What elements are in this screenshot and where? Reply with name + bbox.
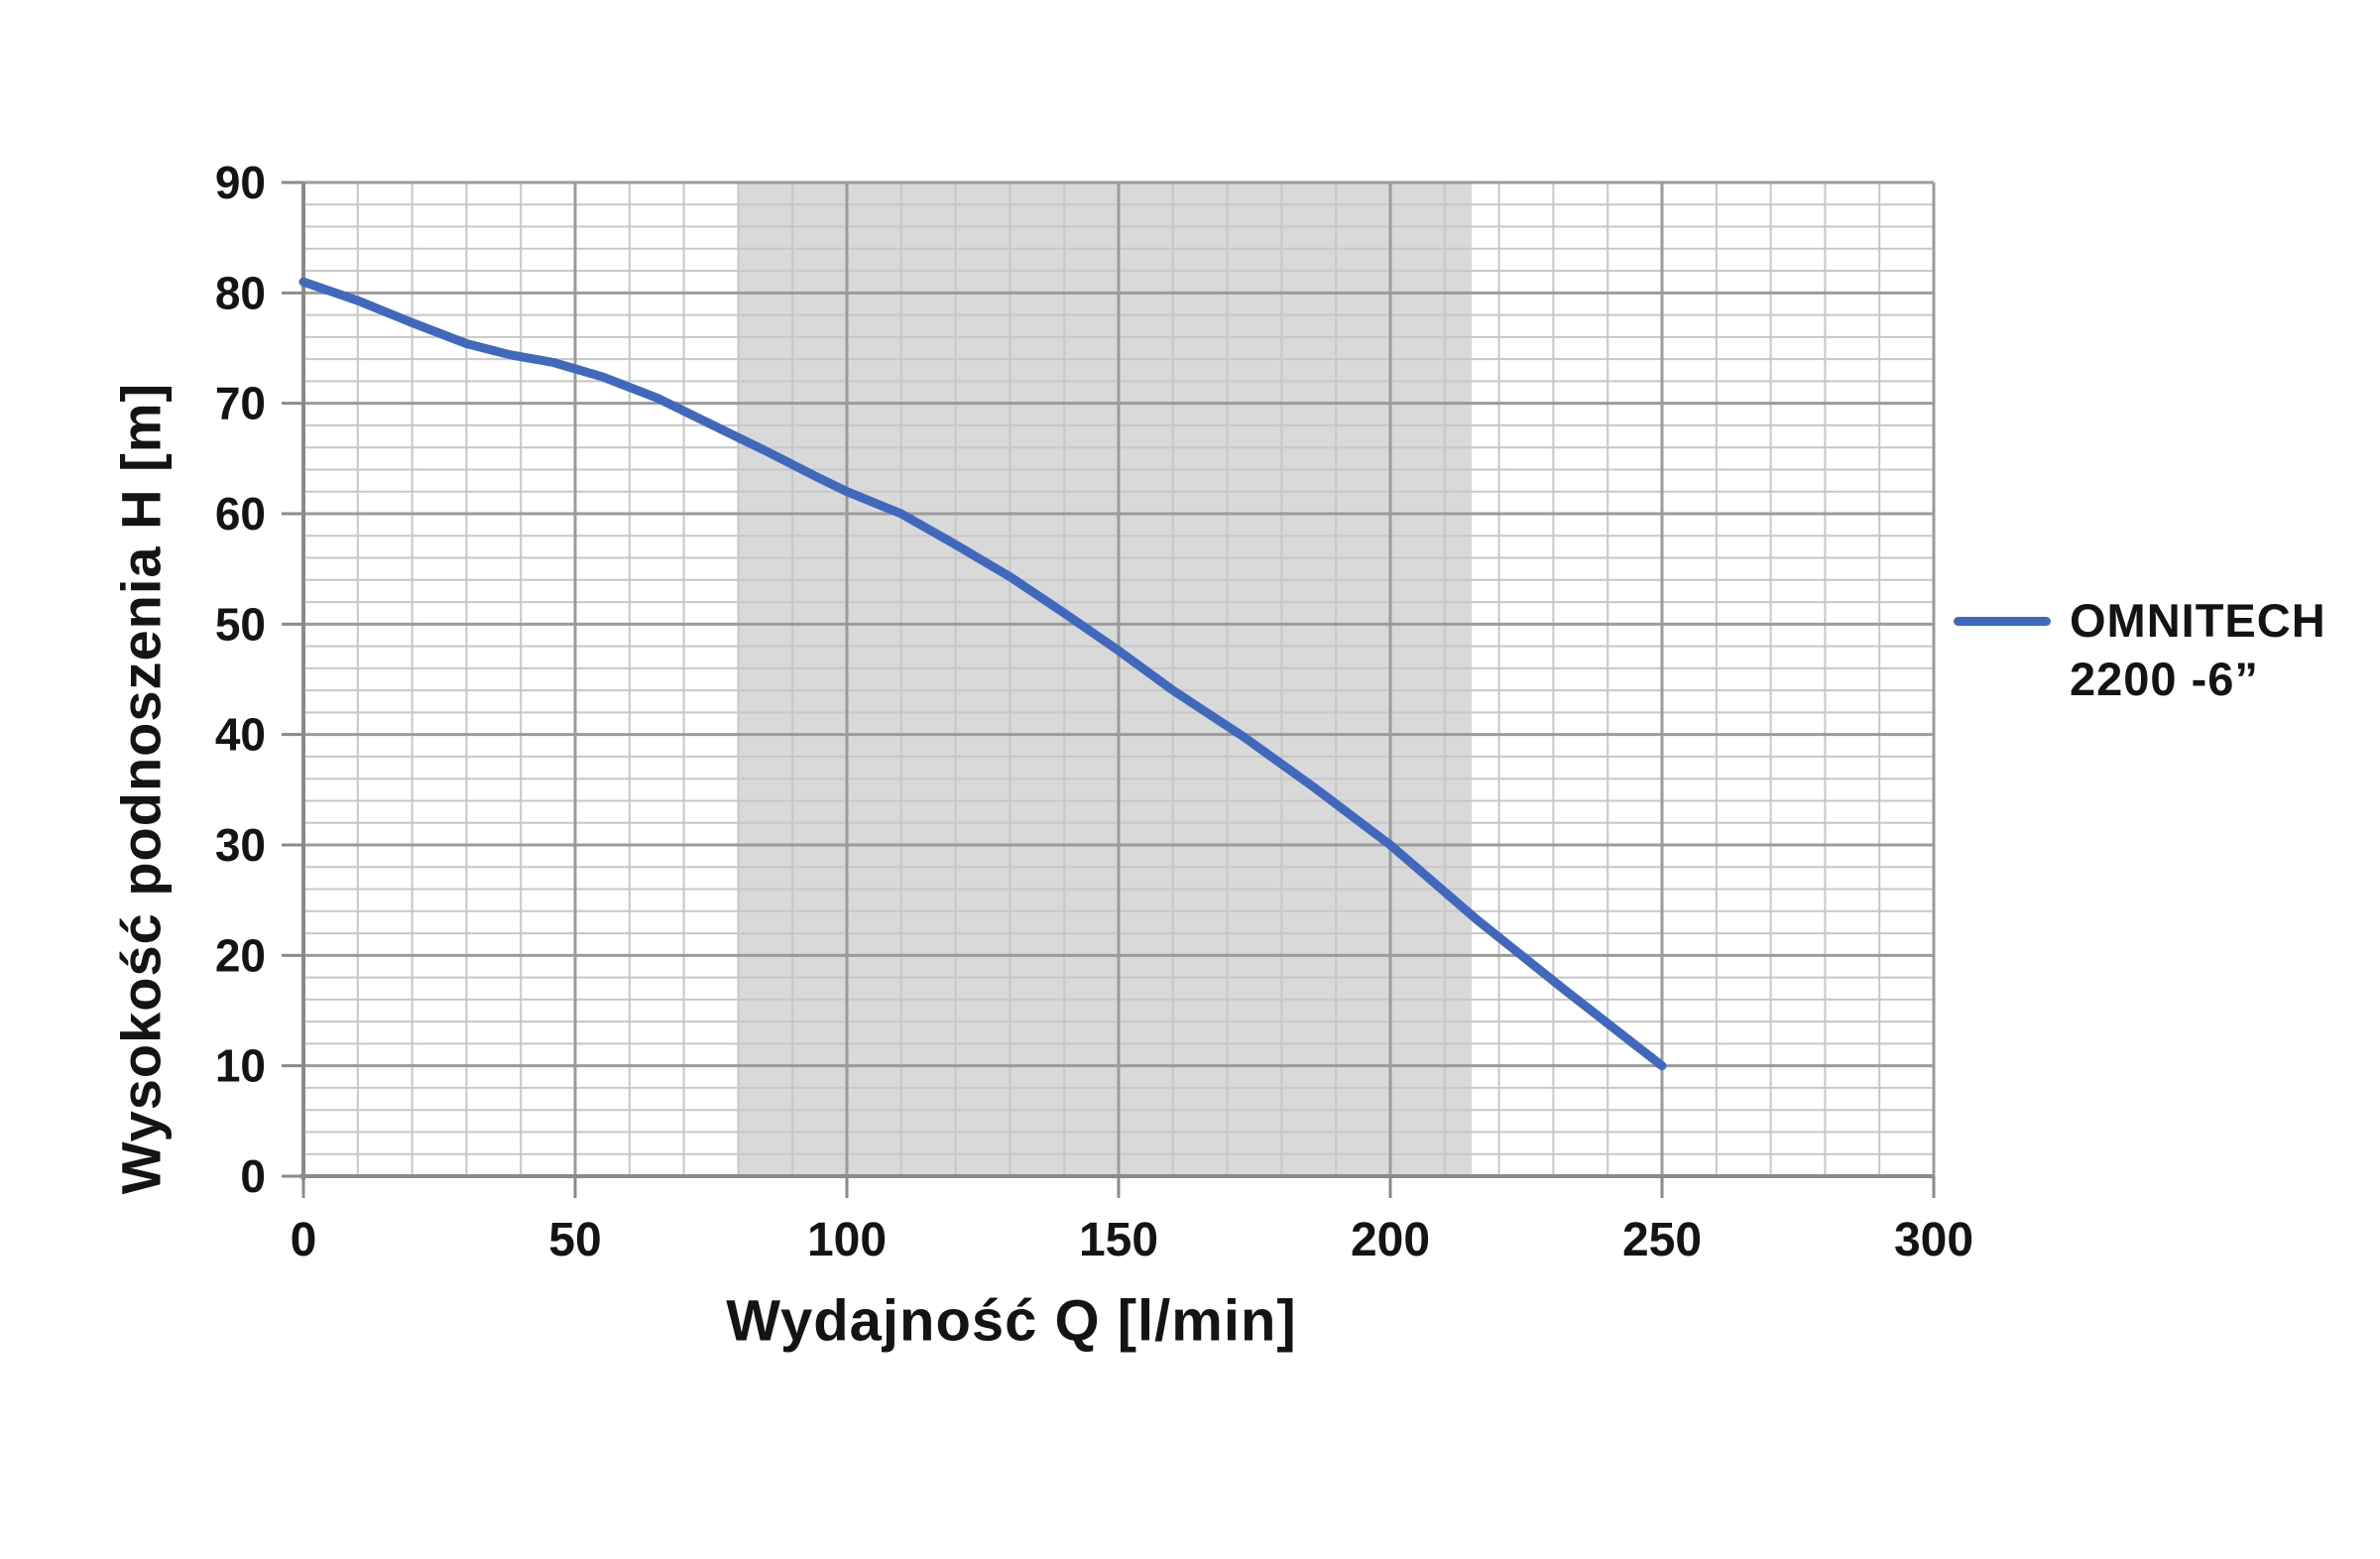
- pump-curve-line: [298, 277, 1667, 1071]
- y-tick-label: 60: [215, 488, 266, 540]
- y-tick-label: 20: [215, 929, 266, 981]
- x-tick-label: 200: [1351, 1214, 1430, 1266]
- y-tick-label: 10: [215, 1040, 266, 1092]
- x-tick-label: 150: [1079, 1214, 1158, 1266]
- legend-series-label: OMNITECH 2200 -6”: [2070, 591, 2326, 708]
- y-tick-label: 70: [215, 378, 266, 429]
- legend-series-label-line1: OMNITECH: [2070, 594, 2326, 647]
- legend-series-label-line2: 2200 -6”: [2070, 653, 2259, 705]
- x-tick-label: 250: [1622, 1214, 1702, 1266]
- legend-line-swatch: [1954, 617, 2051, 626]
- y-axis-title: Wysokość podnoszenia H [m]: [109, 382, 173, 1195]
- x-tick-label: 0: [291, 1214, 317, 1266]
- x-tick-label: 50: [548, 1214, 601, 1266]
- y-tick-label: 90: [215, 157, 266, 208]
- x-tick-label: 100: [807, 1214, 887, 1266]
- y-tick-label: 0: [240, 1150, 266, 1202]
- y-tick-label: 30: [215, 819, 266, 871]
- legend: OMNITECH 2200 -6”: [1954, 591, 2326, 708]
- x-axis-title: Wydajność Q [l/min]: [726, 1288, 1297, 1354]
- y-tick-label: 40: [215, 709, 266, 761]
- y-tick-label: 50: [215, 598, 266, 650]
- x-tick-label: 300: [1894, 1214, 1973, 1266]
- operating-range-band: [738, 182, 1473, 1176]
- y-tick-label: 80: [215, 267, 266, 318]
